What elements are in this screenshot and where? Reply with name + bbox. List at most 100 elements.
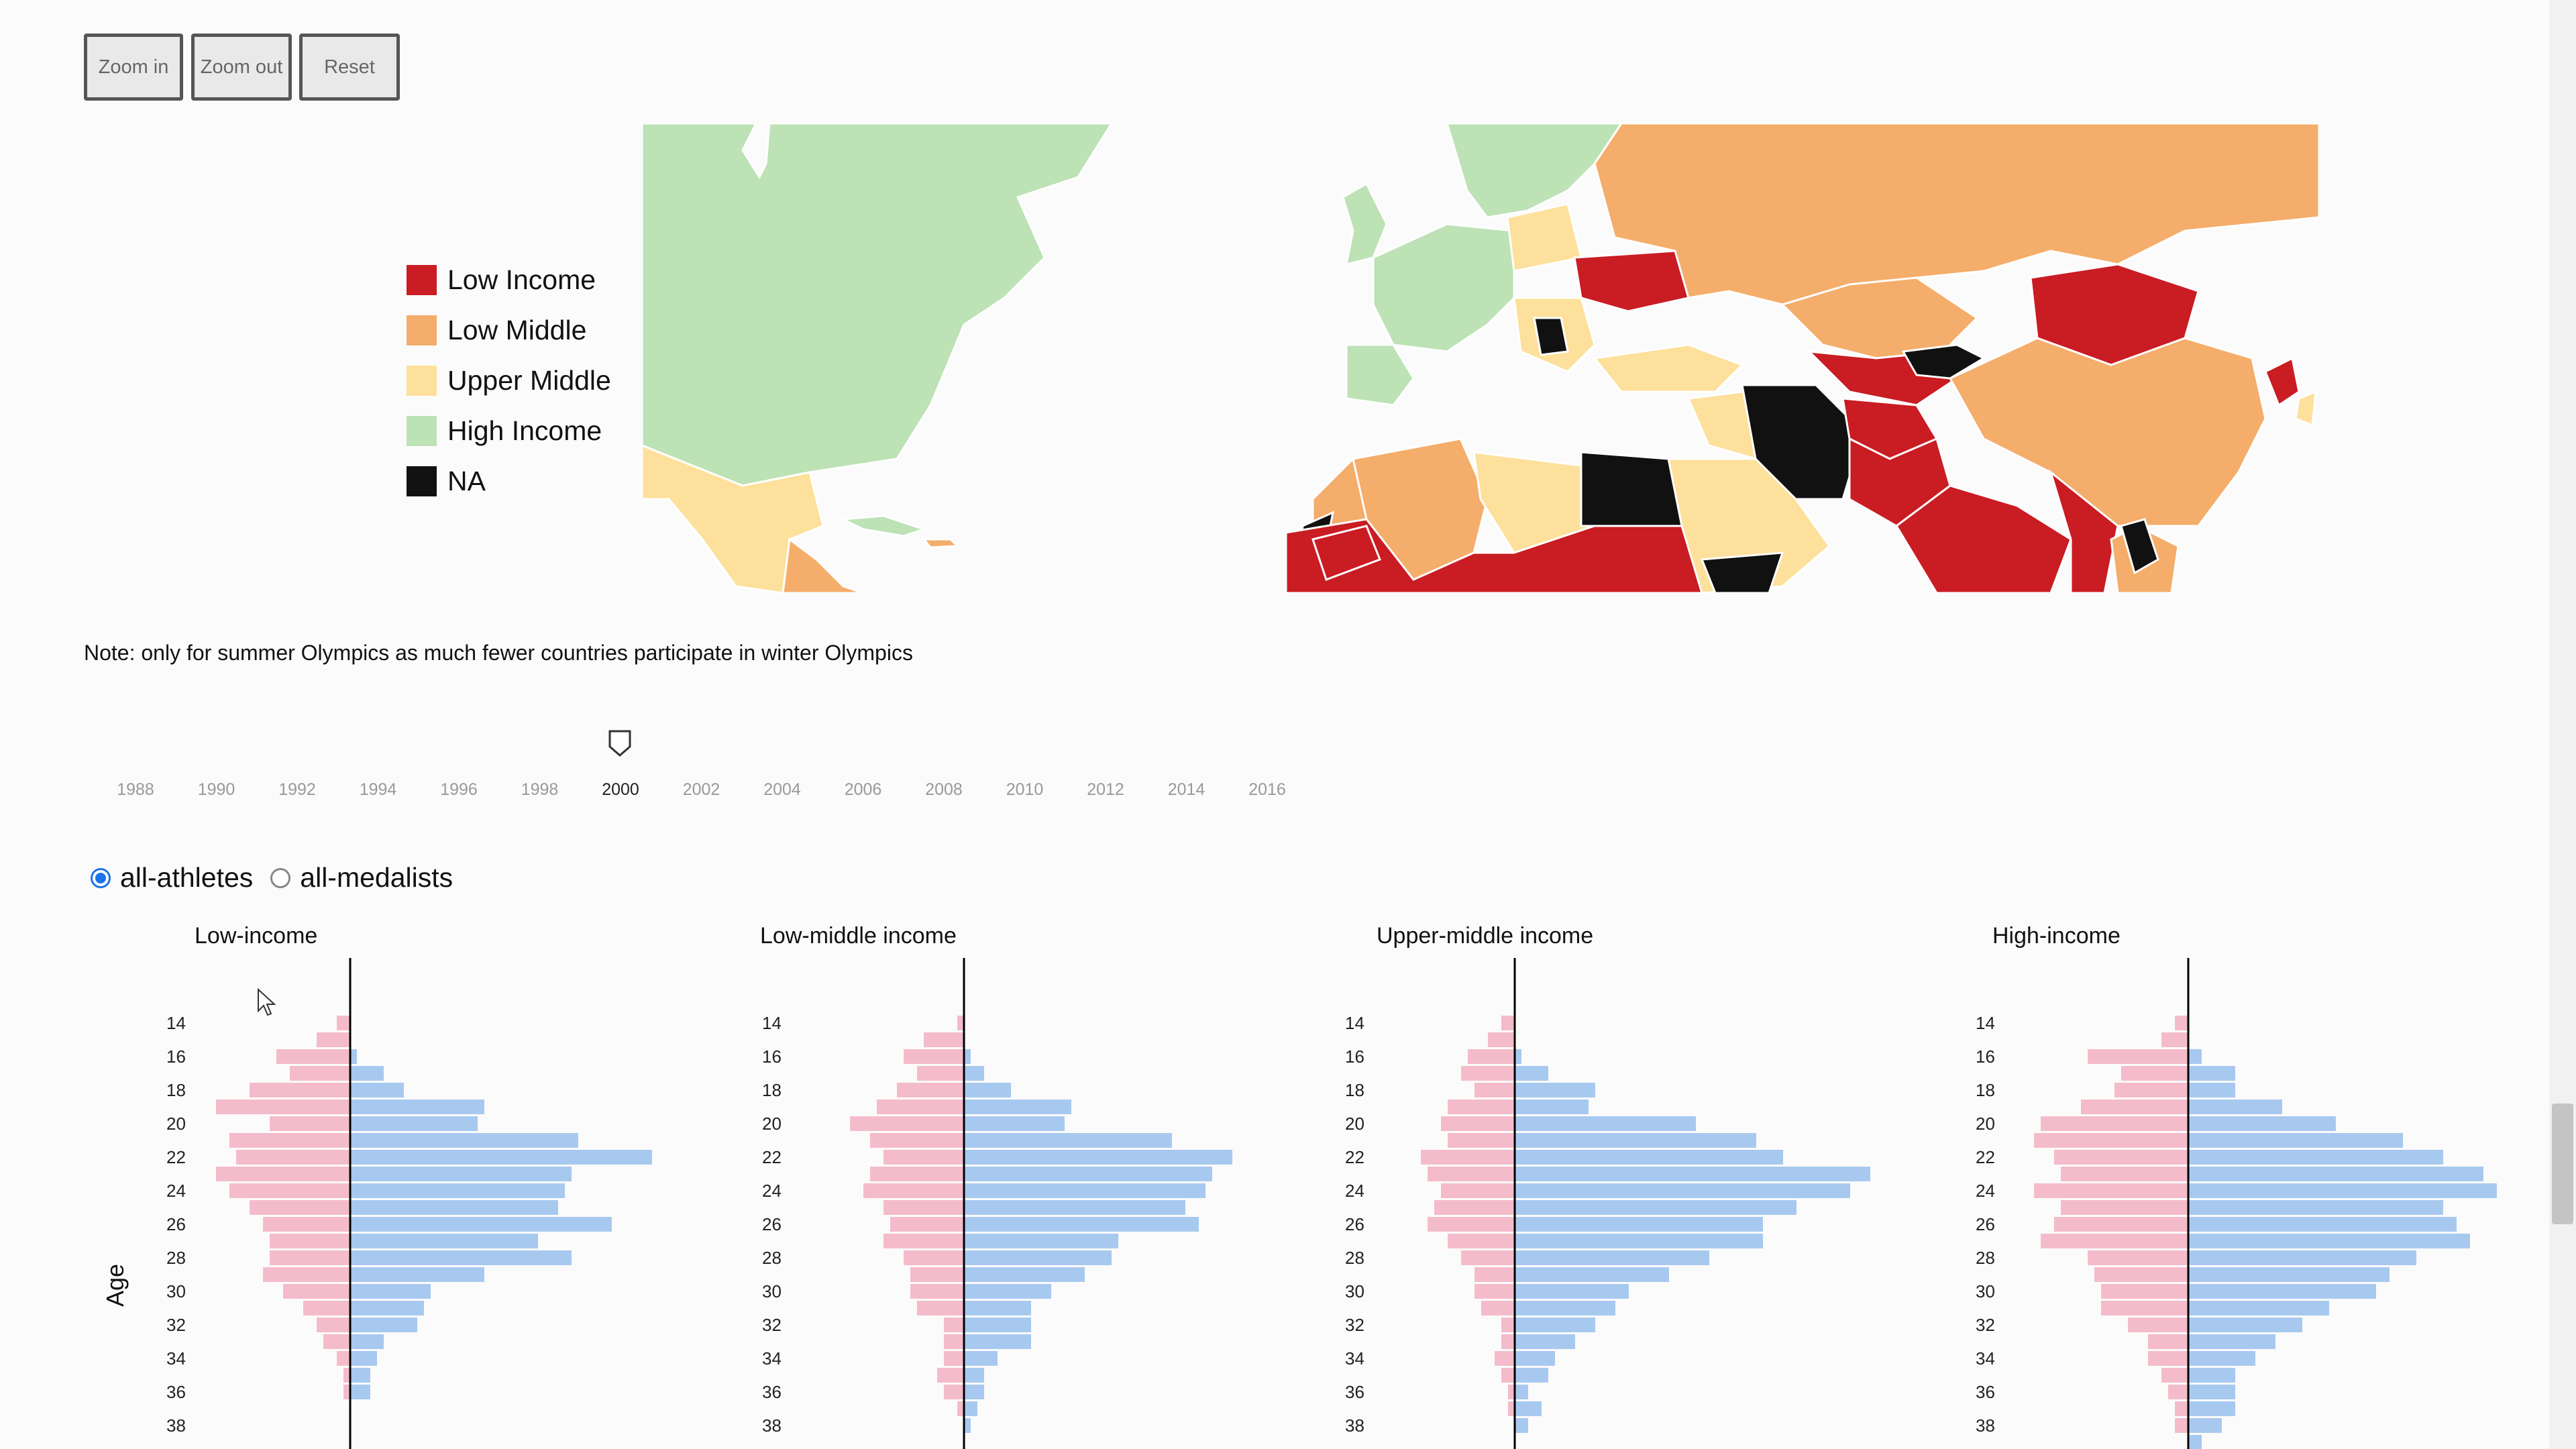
female-bar	[270, 1250, 350, 1265]
age-tick-label: 34	[1976, 1348, 1995, 1368]
female-bar	[2168, 1385, 2188, 1399]
female-bar	[1448, 1234, 1515, 1248]
year-tick[interactable]: 2016	[1248, 780, 1286, 799]
country-china	[1948, 337, 2267, 527]
male-bar	[350, 1284, 431, 1299]
country-west-africa	[1285, 518, 1703, 593]
age-tick-label: 18	[1976, 1080, 1995, 1100]
slider-handle-icon[interactable]	[608, 729, 632, 757]
year-tick[interactable]: 1994	[359, 780, 397, 799]
female-bar	[337, 1016, 350, 1030]
female-bar	[1448, 1133, 1515, 1148]
female-bar	[944, 1334, 964, 1349]
year-tick[interactable]: 2008	[925, 780, 963, 799]
female-bar	[877, 1099, 964, 1114]
radio-button[interactable]	[270, 867, 291, 888]
male-bar	[1515, 1083, 1595, 1097]
radio-label[interactable]: all-medalists	[300, 862, 453, 893]
male-bar	[1515, 1133, 1756, 1148]
year-tick[interactable]: 2004	[763, 780, 801, 799]
radio-button[interactable]	[91, 867, 111, 888]
scrollbar-thumb[interactable]	[2552, 1104, 2573, 1224]
year-tick[interactable]: 1998	[521, 780, 559, 799]
female-bar	[2034, 1133, 2188, 1148]
female-bar	[263, 1267, 350, 1282]
male-bar	[350, 1318, 417, 1332]
year-tick[interactable]: 2000	[602, 780, 639, 799]
country-korea	[2264, 356, 2300, 407]
page-scrollbar[interactable]	[2549, 0, 2576, 1449]
year-tick[interactable]: 2002	[682, 780, 720, 799]
age-tick-label: 32	[166, 1315, 186, 1335]
female-bar	[290, 1066, 350, 1081]
female-bar	[343, 1385, 350, 1399]
year-tick[interactable]: 1990	[197, 780, 235, 799]
year-tick[interactable]: 2010	[1006, 780, 1044, 799]
male-bar	[964, 1301, 1031, 1316]
female-bar	[317, 1318, 350, 1332]
year-tick[interactable]: 1996	[440, 780, 478, 799]
female-bar	[270, 1116, 350, 1131]
legend-swatch	[407, 416, 437, 446]
country-mauritania	[1311, 525, 1381, 581]
map-svg	[642, 123, 2319, 593]
income-legend: Low Income Low Middle Upper Middle High Inc…	[407, 255, 611, 506]
male-bar	[1515, 1250, 1709, 1265]
male-bar	[350, 1250, 572, 1265]
female-bar	[890, 1217, 964, 1232]
age-tick-label: 20	[1976, 1114, 1995, 1134]
female-bar	[910, 1284, 964, 1299]
age-tick-label: 36	[1345, 1382, 1364, 1402]
year-tick[interactable]: 1988	[117, 780, 154, 799]
male-bar	[2188, 1099, 2282, 1114]
world-income-map[interactable]	[642, 123, 2319, 593]
age-tick-label: 14	[1976, 1013, 1995, 1033]
female-bar	[2128, 1318, 2188, 1332]
male-bar	[964, 1150, 1232, 1165]
female-bar	[229, 1183, 350, 1198]
legend-item: Low Income	[407, 255, 611, 305]
radio-label[interactable]: all-athletes	[120, 862, 254, 893]
age-pyramids: 14 16 18 20 22 24 26 28 30 32 34 36 38 14 16 18 20 22 24 26…	[166, 958, 2497, 1449]
female-bar	[229, 1133, 350, 1148]
female-bar	[1421, 1150, 1515, 1165]
year-slider[interactable]: 1988 1990 1992 1994 1996 1998 2000 2002 2004 2006…	[84, 724, 1358, 805]
zoom-out-button[interactable]: Zoom out	[191, 34, 292, 101]
male-bar	[2188, 1250, 2416, 1265]
female-bar	[944, 1385, 964, 1399]
male-bar	[1515, 1066, 1548, 1081]
age-tick-label: 36	[166, 1382, 186, 1402]
male-bar	[350, 1116, 478, 1131]
female-bar	[897, 1083, 964, 1097]
male-bar	[964, 1083, 1011, 1097]
age-tick-label: 22	[762, 1147, 782, 1167]
female-bar	[944, 1351, 964, 1366]
male-bar	[2188, 1267, 2390, 1282]
female-bar	[1474, 1284, 1515, 1299]
female-bar	[2054, 1217, 2188, 1232]
legend-swatch	[407, 315, 437, 345]
age-tick-label: 18	[762, 1080, 782, 1100]
age-tick-label: 24	[762, 1181, 782, 1201]
legend-label: Low Income	[447, 264, 596, 295]
male-bar	[2188, 1301, 2329, 1316]
year-tick[interactable]: 1992	[278, 780, 316, 799]
olympics-note: Note: only for summer Olympics as much f…	[84, 641, 913, 665]
year-tick[interactable]: 2014	[1167, 780, 1205, 799]
male-bar	[350, 1351, 377, 1366]
age-tick-label: 30	[1345, 1281, 1364, 1301]
female-bar	[323, 1334, 350, 1349]
male-bar	[1515, 1318, 1595, 1332]
male-bar	[350, 1133, 578, 1148]
year-tick[interactable]: 2006	[844, 780, 882, 799]
female-bar	[2148, 1351, 2188, 1366]
reset-button[interactable]: Reset	[299, 34, 400, 101]
year-tick[interactable]: 2012	[1087, 780, 1124, 799]
female-bar	[944, 1318, 964, 1332]
female-bar	[957, 1016, 964, 1030]
female-bar	[2061, 1200, 2188, 1215]
male-bar	[350, 1267, 484, 1282]
zoom-in-button[interactable]: Zoom in	[84, 34, 183, 101]
male-bar	[2188, 1183, 2497, 1198]
country-yemen-oman	[1700, 551, 1784, 593]
